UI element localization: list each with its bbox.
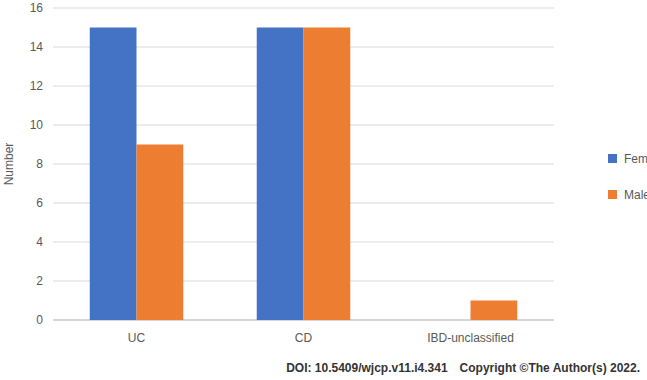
x-tick-label: UC [128,331,146,345]
bar [257,28,304,321]
bar [304,28,351,321]
bar [137,145,184,321]
x-tick-label: CD [295,331,313,345]
legend-label: Male [624,188,647,202]
bar [424,320,471,321]
y-tick-label: 10 [30,118,44,132]
legend-swatch [608,190,617,199]
chart-svg: 0 2 4 6 8 10 12 14 16 Number UC CD IBD-unclassified F… [0,0,647,380]
y-tick-label: 14 [30,40,44,54]
y-tick-label: 6 [36,196,43,210]
legend-label: Female [624,152,647,166]
grid-line [53,8,554,9]
x-tick-label: IBD-unclassified [427,331,514,345]
bar [90,28,137,321]
y-tick-label: 0 [36,313,43,327]
annotation: Copyright ©The Author(s) 2022. [448,361,640,375]
y-tick-label: 12 [30,79,44,93]
bars [90,28,518,321]
chart-container: 0 2 4 6 8 10 12 14 16 Number UC CD IBD-unclassified F… [0,0,647,380]
y-tick-label: 8 [36,157,43,171]
source-note: DOI: 10.5409/wjcp.v11.i4.341 Copyright ©… [286,361,640,375]
bar [471,301,518,321]
legend-swatch [608,154,617,163]
y-tick-label: 16 [30,1,44,15]
y-axis-label: Number [2,143,16,186]
annotation: DOI: 10.5409/wjcp.v11.i4.341 [286,361,448,375]
y-tick-label: 4 [36,235,43,249]
y-tick-label: 2 [36,274,43,288]
